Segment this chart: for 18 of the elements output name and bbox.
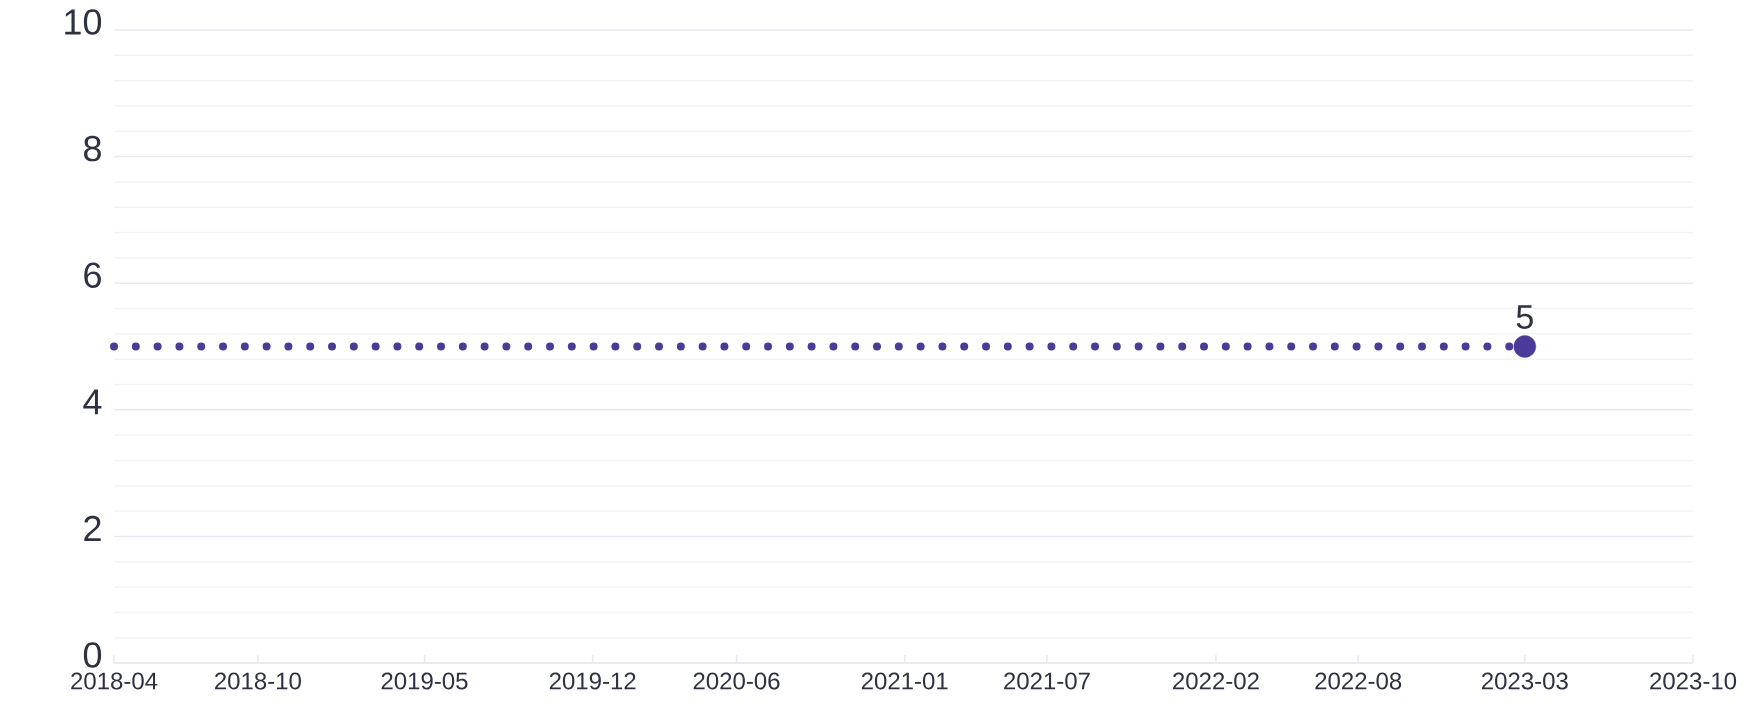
- x-tick-label: 2018-10: [215, 672, 301, 690]
- x-tick-label: 2022-08: [1315, 672, 1402, 690]
- x-tick-label: 2023-10: [1650, 672, 1737, 690]
- y-tick-label: 2: [84, 515, 101, 541]
- y-tick-label: 0: [83, 642, 102, 668]
- x-tick-label: 2018-04: [71, 672, 158, 690]
- x-tick-label: 2021-07: [1004, 672, 1090, 690]
- x-tick-label: 2019-05: [381, 672, 468, 690]
- y-tick-label: 10: [65, 9, 102, 35]
- y-tick-label: 6: [84, 262, 101, 288]
- x-tick-label: 2023-03: [1481, 672, 1568, 690]
- x-tick-label: 2019-12: [549, 672, 636, 690]
- y-tick-label: 8: [84, 135, 101, 162]
- x-tick-label: 2022-02: [1173, 672, 1259, 690]
- data-label: 5: [1516, 305, 1533, 329]
- x-tick-label: 2021-01: [861, 672, 948, 690]
- y-tick-label: 4: [83, 389, 102, 415]
- x-tick-label: 2020-06: [693, 672, 780, 690]
